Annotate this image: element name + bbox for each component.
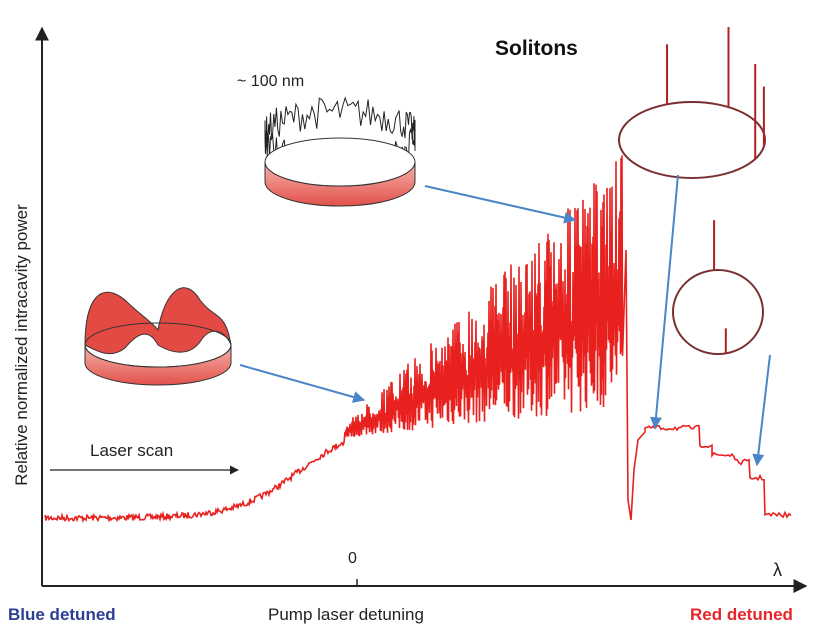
ring-inner xyxy=(265,138,415,186)
annotation: Laser scan xyxy=(90,441,173,460)
figure: Solitons ~ 100 nm Laser scan 0 λ Blue de… xyxy=(0,0,821,628)
soliton-ring xyxy=(673,270,763,354)
y-axis-label: Relative normalized intracavity power xyxy=(12,204,31,486)
annotation: ~ 100 nm xyxy=(237,73,304,90)
right-label: Red detuned xyxy=(690,605,793,624)
pointer xyxy=(240,365,364,400)
x-tick-label: 0 xyxy=(348,550,357,567)
x-symbol: λ xyxy=(773,560,782,580)
title: Solitons xyxy=(495,37,578,60)
ring-wave xyxy=(85,288,231,354)
pointer xyxy=(425,186,575,220)
pointer xyxy=(757,355,770,465)
left-label: Blue detuned xyxy=(8,605,116,624)
page: Solitons ~ 100 nm Laser scan 0 λ Blue de… xyxy=(0,0,821,633)
soliton-ring xyxy=(619,102,765,178)
x-axis-label: Pump laser detuning xyxy=(268,605,424,624)
